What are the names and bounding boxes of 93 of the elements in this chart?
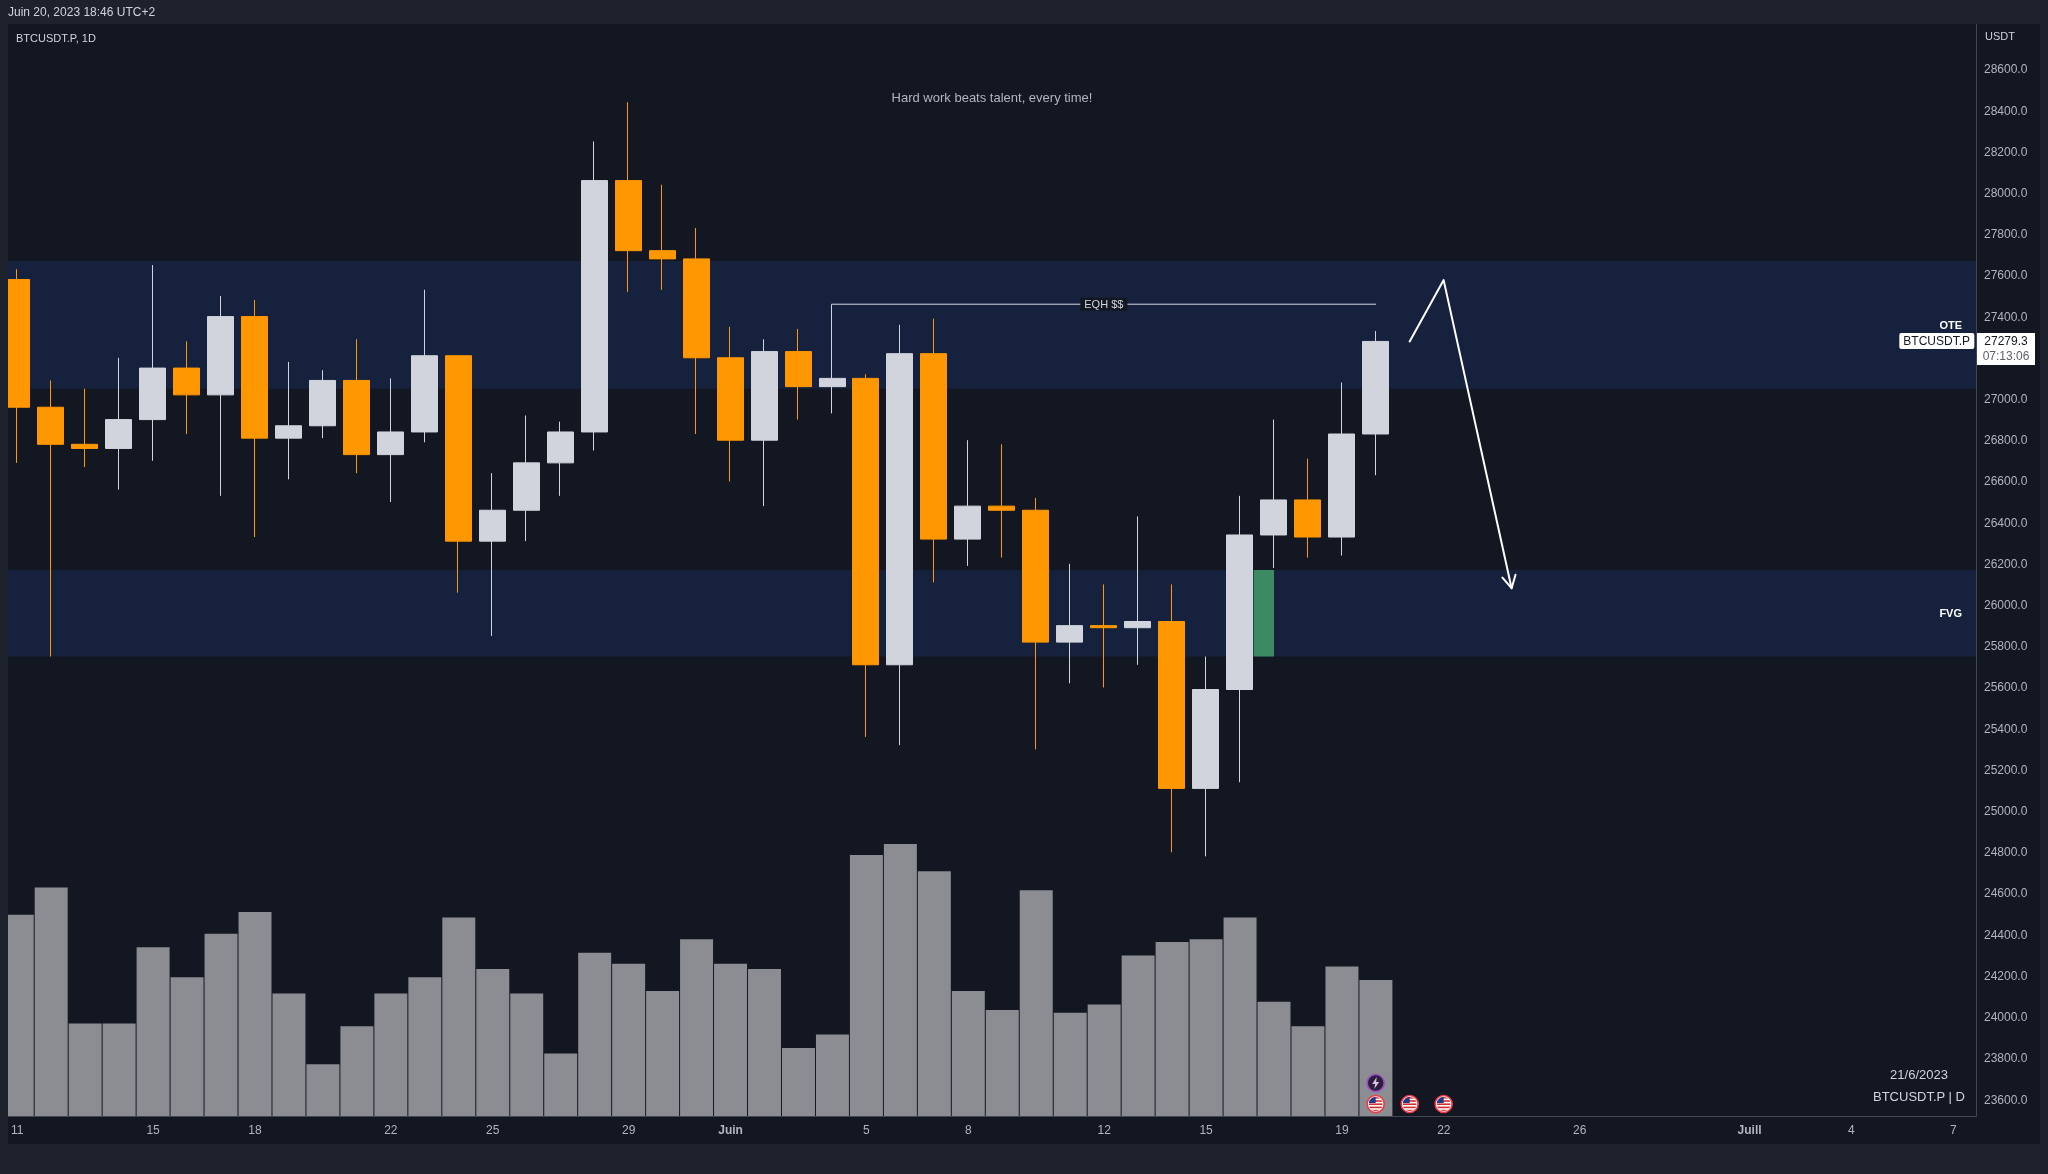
candlestick [1362,330,1389,476]
text: Juin 20, 2023 18:46 UTC+2 [8,4,156,21]
y-tick-label: 26000.0 [1984,598,2028,613]
x-tick-label: 22 [384,1123,398,1137]
x-tick-label: 7 [1950,1123,1958,1137]
y-tick-label: 28000.0 [1984,185,2028,200]
x-tick-label: Juill [1737,1123,1762,1137]
candlestick [309,369,336,439]
candlestick [445,355,472,594]
candlestick [411,289,438,443]
y-tick-label: 24400.0 [1984,927,2028,942]
x-tick-label: 8 [964,1123,972,1137]
y-tick-label: 25200.0 [1984,762,2028,777]
x-tick-label: 25 [486,1123,500,1137]
candlestick [1328,382,1355,557]
y-tick-label: 26200.0 [1984,556,2028,571]
x-tick-label: 12 [1097,1123,1112,1137]
candlestick [920,318,947,583]
y-tick-label: 27400.0 [1984,309,2028,324]
x-tick-label: 22 [1437,1123,1451,1137]
x-tick-label: 4 [1848,1123,1856,1137]
y-tick-label: 24600.0 [1984,886,2028,901]
annotation: BTCUSDT.P | D [1873,1088,1965,1106]
candlestick [139,264,166,462]
x-tick-label: 19 [1335,1123,1349,1137]
candlestick [1260,419,1287,569]
candlestick [71,388,98,468]
y-tick-label: 28600.0 [1984,62,2028,77]
candlestick [275,361,302,480]
x-tick-label: 15 [1199,1123,1214,1137]
candlestick [479,472,506,637]
candlestick [649,184,676,291]
candlestick [852,373,879,738]
candlestick [1056,563,1083,684]
candlestick [615,101,642,293]
candlestick [377,377,404,503]
y-tick-label: 27600.0 [1984,268,2028,283]
y-tick-label: 27800.0 [1984,227,2028,242]
annotation: BTCUSDT.P, 1D [16,31,96,46]
x-tick-label: 5 [863,1123,871,1137]
y-tick-label: 24000.0 [1984,1010,2028,1025]
candlestick [343,338,370,474]
candlestick [241,299,268,538]
x-tick-label: 18 [248,1123,262,1137]
candlestick [954,439,981,567]
candlestick [513,414,540,542]
candlestick [1124,515,1151,666]
text: 07:13:06 [1977,349,2035,366]
y-tick-label: 27000.0 [1984,391,2028,406]
series-label: EQH $$ [1084,298,1124,311]
y-tick-label: 26600.0 [1984,474,2028,489]
y-axis-title: USDT [1985,29,2015,43]
candlestick [37,379,64,658]
y-tick-label: 26800.0 [1984,433,2028,448]
candlestick [785,328,812,421]
candlestick [581,140,608,451]
y-tick-label: 25600.0 [1984,680,2028,695]
x-tick-label: Juin [718,1123,743,1137]
x-tick-label: 11 [10,1123,24,1137]
candlestick [207,295,234,497]
candlestick [547,421,574,497]
candlestick [886,324,913,746]
y-tick-label: 23800.0 [1984,1051,2028,1066]
candlestick [1158,583,1185,853]
candlestick [751,338,778,507]
x-tick-label: 15 [146,1123,161,1137]
candlestick [1226,495,1253,783]
y-tick-label: 25800.0 [1984,639,2028,654]
y-tick-label: 24200.0 [1984,968,2028,983]
y-tick-label: 24800.0 [1984,845,2028,860]
y-tick-label: 25000.0 [1984,804,2028,819]
candlestick [1022,497,1049,750]
y-tick-label: 25400.0 [1984,721,2028,736]
y-tick-label: 26400.0 [1984,515,2028,530]
text: 27279.3 [1977,333,2035,350]
candlestick [683,227,710,435]
candlestick [988,443,1015,559]
candlestick [173,340,200,435]
annotation: 21/6/2023 [1890,1066,1948,1084]
band-label: FVG [1939,607,1962,620]
candlestick [1090,583,1117,688]
candlestick [1294,458,1321,559]
y-tick-label: 28200.0 [1984,144,2028,159]
band-label: OTE [1939,318,1962,331]
x-tick-label: 29 [621,1123,636,1137]
x-tick-label: 26 [1573,1123,1587,1137]
text: Hard work beats talent, every time! [891,89,1093,107]
candlestick [1192,656,1219,857]
candlestick [717,326,744,482]
y-tick-label: 28400.0 [1984,103,2028,118]
annotation: BTCUSDT.P [1899,333,1974,350]
y-tick-label: 23600.0 [1984,1092,2028,1107]
candlestick [105,357,132,491]
